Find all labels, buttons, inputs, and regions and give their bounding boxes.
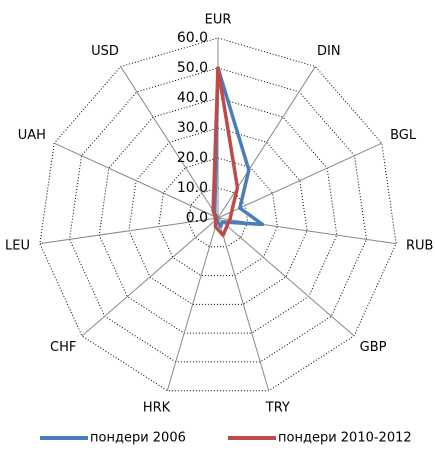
grid-ring	[158, 157, 278, 277]
spoke	[81, 217, 219, 337]
category-label: LEU	[5, 239, 30, 254]
category-label: BGL	[390, 128, 417, 143]
tick-label: 40.0	[177, 90, 208, 106]
tick-label: 10.0	[177, 180, 208, 196]
grid-ring	[98, 97, 338, 334]
category-label: TRY	[265, 400, 290, 415]
spoke	[54, 142, 219, 219]
tick-label: 30.0	[177, 120, 208, 136]
category-label: RUB	[406, 239, 433, 254]
legend-label: пондери 2006	[90, 431, 186, 446]
category-label: GBP	[360, 340, 387, 355]
spoke	[217, 142, 382, 219]
tick-label: 0.0	[186, 210, 208, 226]
tick-label: 20.0	[177, 150, 208, 166]
category-label: HRK	[143, 400, 171, 415]
tick-label: 60.0	[177, 30, 208, 46]
spoke	[120, 66, 219, 219]
tick-label: 50.0	[177, 60, 208, 76]
spoke	[217, 66, 316, 219]
legend-label: пондери 2010-2012	[278, 431, 412, 446]
series-line	[211, 66, 240, 238]
category-label: UAH	[18, 128, 46, 143]
spoke	[217, 217, 270, 391]
category-label: EUR	[205, 13, 232, 28]
category-label: CHF	[50, 340, 76, 355]
grid-ring	[187, 187, 249, 248]
category-label: USD	[91, 44, 119, 59]
grid-ring	[69, 67, 367, 363]
spoke	[39, 217, 219, 245]
spoke	[217, 217, 355, 337]
category-label: DIN	[317, 44, 341, 59]
spoke	[166, 217, 219, 391]
